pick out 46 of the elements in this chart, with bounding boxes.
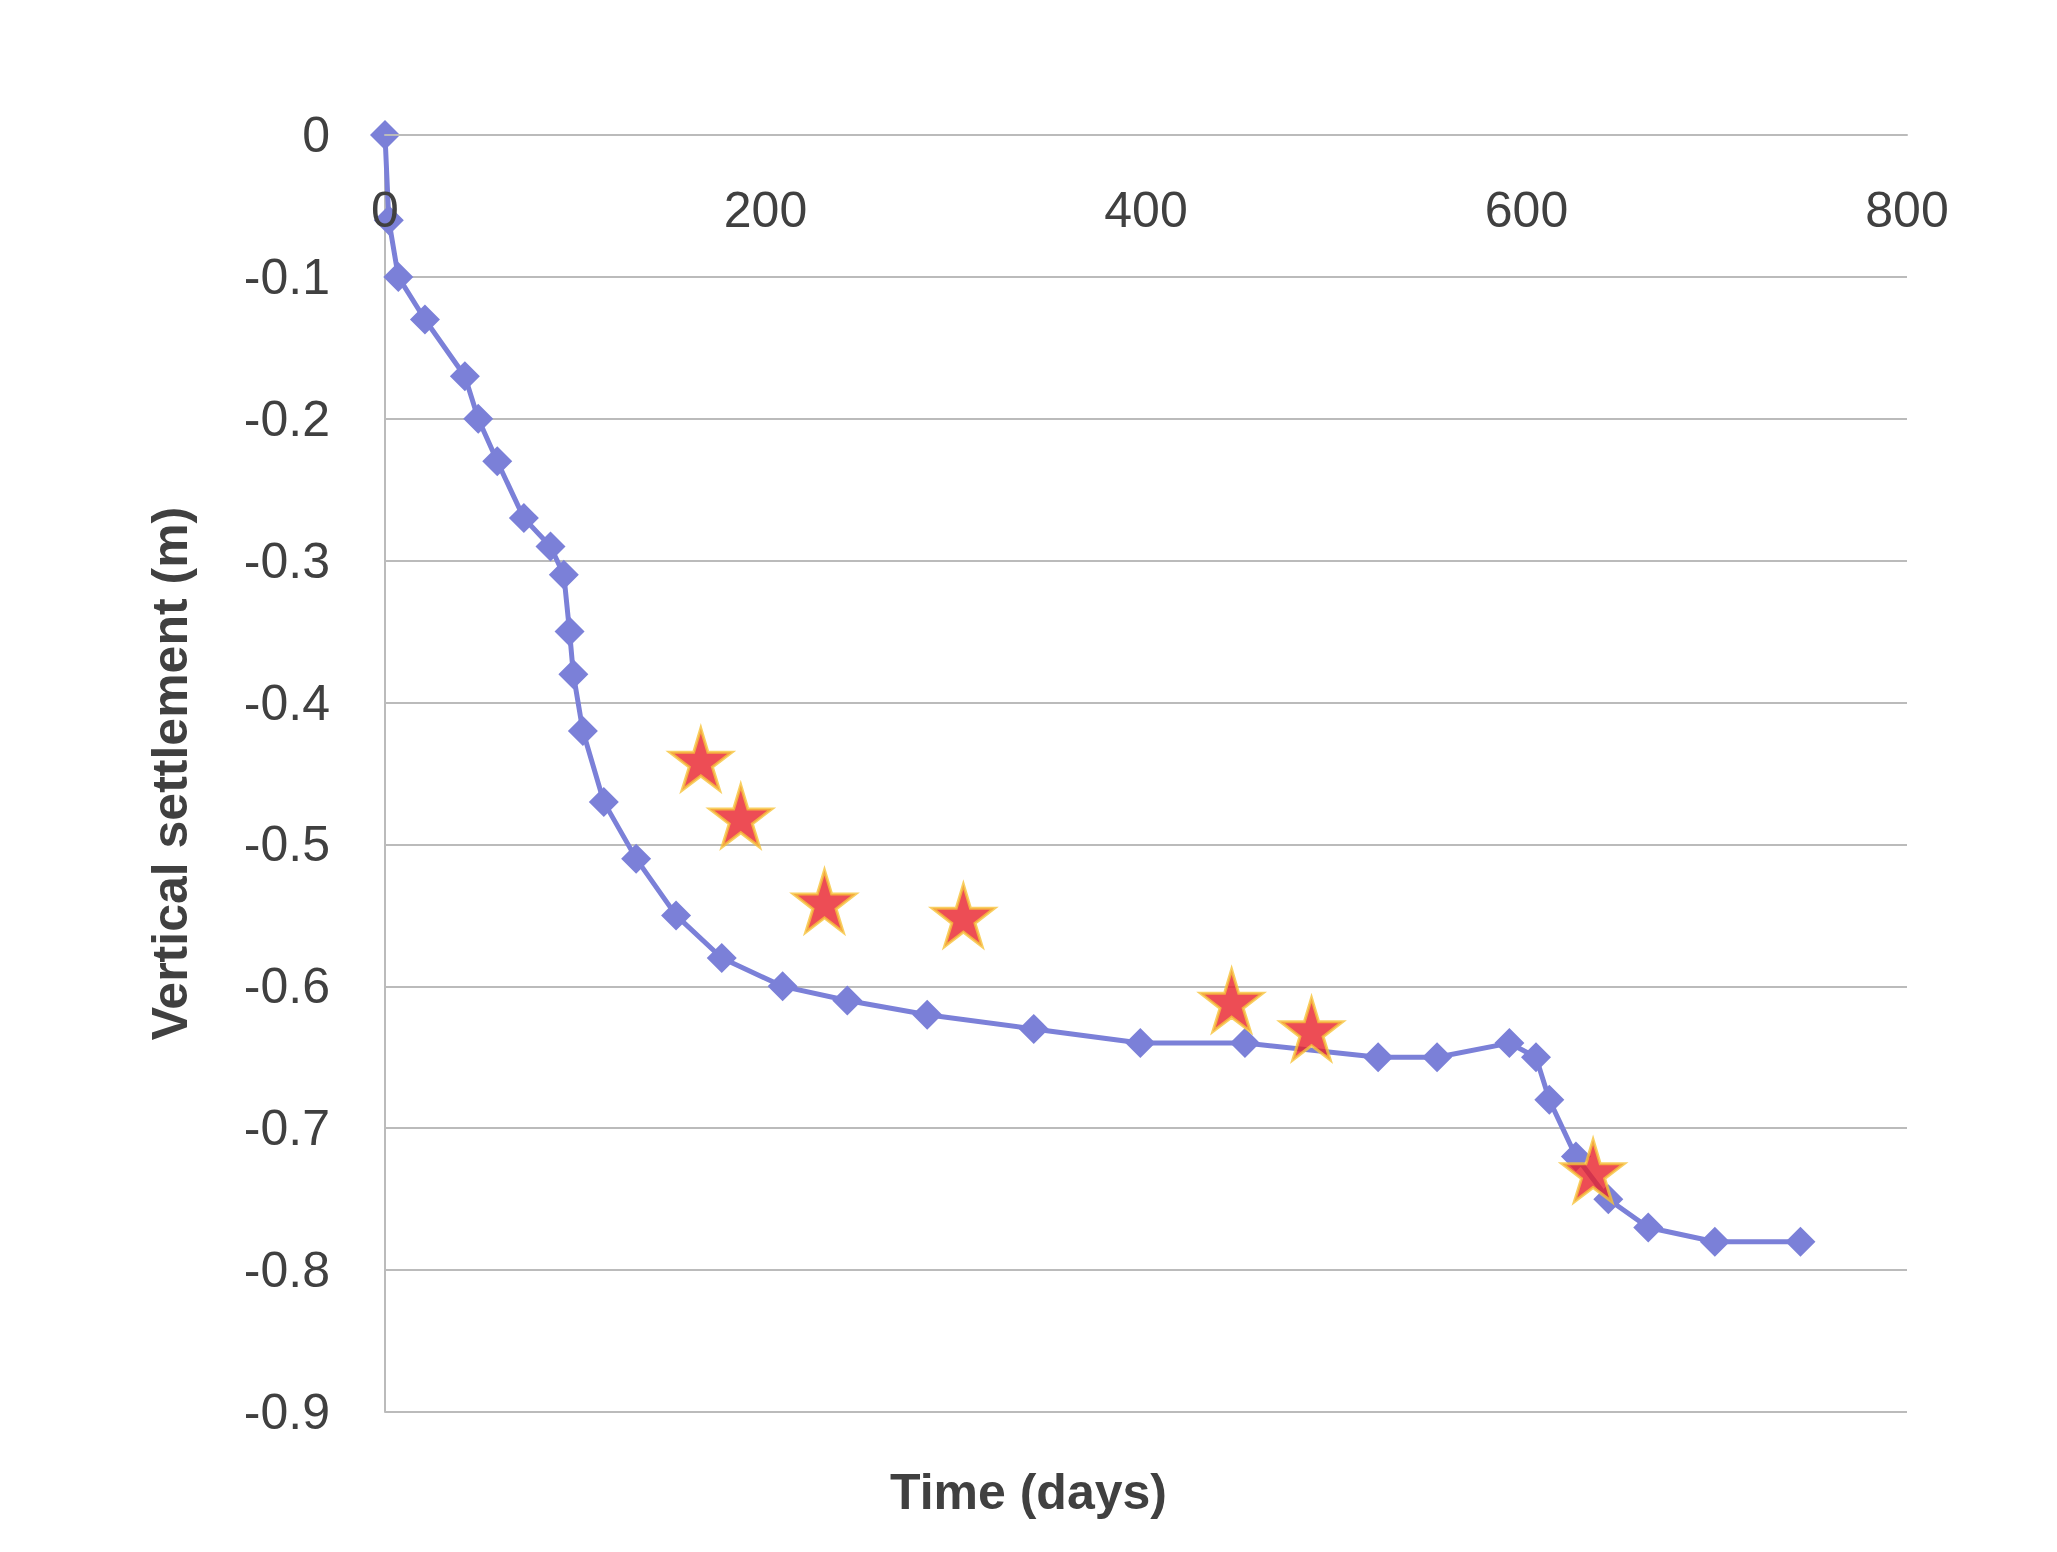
y-tick-label: -0.2 [243,390,330,447]
point [409,304,440,335]
y-tick-label: -0.8 [243,1242,330,1299]
point [621,843,652,874]
x-tick-label: 400 [1104,182,1188,238]
point [767,971,798,1002]
y-tick-label: -0.6 [243,958,330,1015]
point [463,403,494,434]
point [1422,1042,1453,1073]
x-tick-label: 600 [1484,182,1569,238]
point [482,446,513,477]
point [535,531,566,562]
point [1363,1042,1394,1073]
y-tick-label: -0.3 [243,532,330,589]
y-tick-label: -0.5 [243,816,330,873]
point [558,659,589,690]
point [588,786,619,817]
point [1229,1028,1260,1059]
y-tick-label: -0.7 [243,1100,330,1157]
point [508,503,539,534]
y-tick-label: 0 [302,107,330,163]
point [1785,1226,1816,1257]
x-axis-title: Time (days) [890,1464,1167,1520]
x-tick-label: 200 [723,182,808,238]
point [661,900,692,931]
point [1521,1042,1552,1073]
point [554,616,585,647]
point [706,942,737,973]
point [832,985,863,1016]
point [1494,1028,1525,1059]
point [383,261,414,292]
point [1633,1212,1664,1243]
y-axis-title: Vertical settlement (m) [142,506,198,1041]
point [1534,1084,1565,1115]
point [912,999,943,1030]
point [370,120,400,150]
y-tick-label: -0.9 [243,1384,330,1440]
point [1699,1226,1730,1257]
point [1125,1028,1156,1059]
point [449,361,480,392]
y-tick-label: -0.4 [243,674,330,731]
point [567,715,598,746]
point [548,559,579,590]
x-tick-label: 800 [1865,182,1949,238]
y-tick-label: -0.1 [243,248,330,305]
point [1018,1013,1049,1044]
